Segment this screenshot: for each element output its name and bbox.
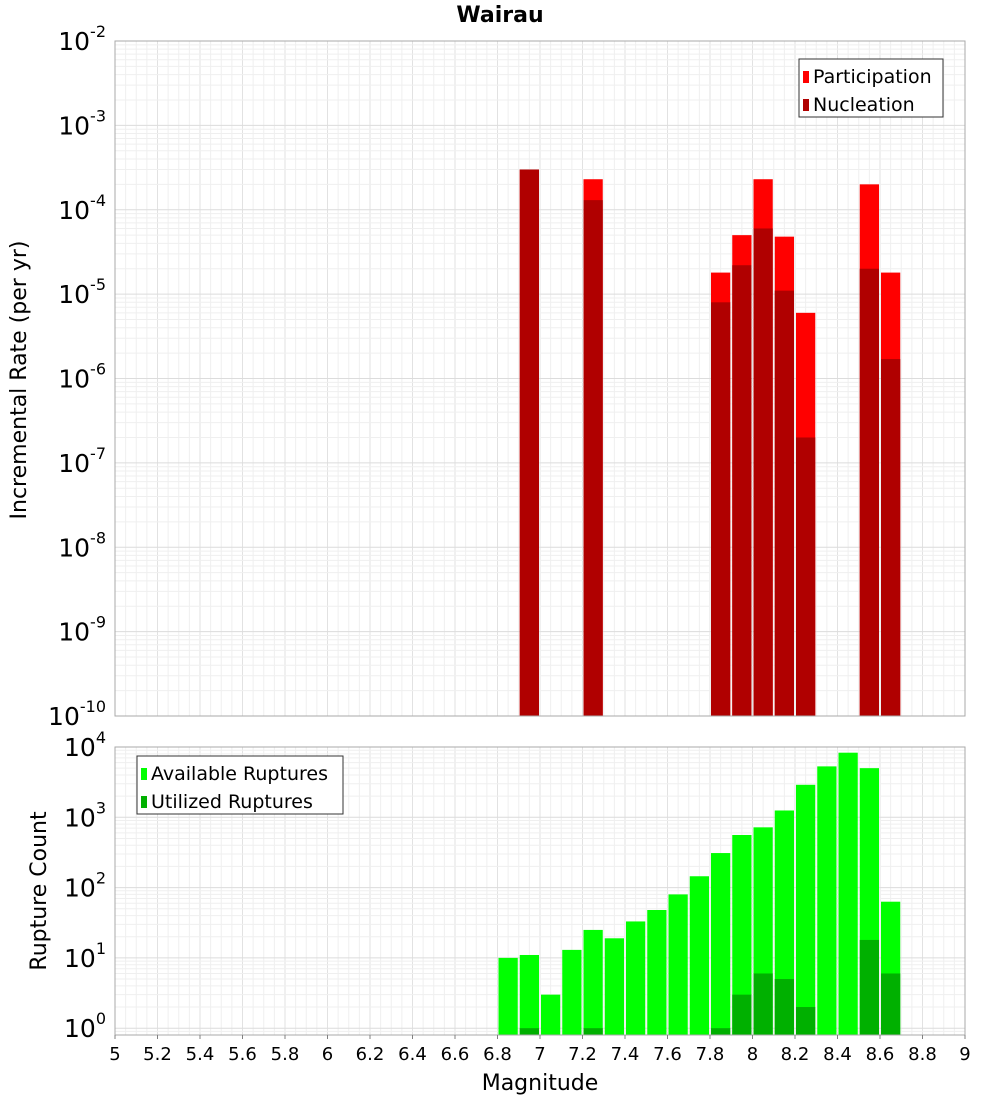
count-bar-a xyxy=(604,938,624,1035)
count-bar-a xyxy=(626,921,646,1035)
rate-y-axis-label: Incremental Rate (per yr) xyxy=(7,241,32,520)
y-tick-label: 103 xyxy=(64,798,106,832)
count-bar-a xyxy=(668,894,688,1035)
x-tick-label: 7.6 xyxy=(653,1044,682,1065)
y-tick-label: 10-6 xyxy=(58,360,106,394)
count-y-axis-label: Rupture Count xyxy=(27,811,52,971)
x-ticks: 5 5.2 5.4 5.6 5.8 6 6.2 6.4 6.6 6.8 7 7.2 7.4 7.6 7.8 8… xyxy=(109,1035,971,1065)
rate-bar-b xyxy=(711,302,731,716)
x-tick-label: 8.8 xyxy=(908,1044,937,1065)
rupture-count-panel: 100 101 102 103 104 5 5.2 5.4 5.6 5.8 6 6.2 6.4 6.6 6… xyxy=(27,728,971,1096)
count-bar-b xyxy=(881,973,901,1035)
count-bar-b xyxy=(859,939,879,1035)
x-tick-label: 7 xyxy=(534,1044,545,1065)
count-bar-a xyxy=(732,834,752,1035)
legend-box xyxy=(798,58,944,118)
rate-bar-b xyxy=(796,437,816,716)
x-tick-label: 5.4 xyxy=(186,1044,215,1065)
count-bar-a xyxy=(519,954,539,1035)
count-bar-b xyxy=(796,1007,816,1035)
x-tick-label: 6 xyxy=(322,1044,333,1065)
count-bar-a xyxy=(774,810,794,1035)
x-tick-label: 5 xyxy=(109,1044,120,1065)
x-tick-label: 7.2 xyxy=(568,1044,597,1065)
chart-title: Wairau xyxy=(456,3,543,28)
rate-bar-b xyxy=(859,268,879,716)
x-tick-label: 6.6 xyxy=(441,1044,470,1065)
y-tick-label: 10-8 xyxy=(58,528,106,562)
legend-swatch xyxy=(803,71,809,83)
y-tick-label: 10-9 xyxy=(58,613,106,647)
y-tick-label: 10-3 xyxy=(58,106,106,140)
y-tick-label: 10-2 xyxy=(58,22,106,56)
legend-label: Available Ruptures xyxy=(151,763,328,785)
y-tick-label: 10-7 xyxy=(58,444,106,478)
count-bar-a xyxy=(796,784,816,1035)
y-tick-label: 101 xyxy=(64,939,106,973)
rate-plot-border xyxy=(114,40,966,717)
rate-legend: Participation Nucleation xyxy=(798,58,944,118)
legend-swatch xyxy=(803,99,809,111)
count-bar-a xyxy=(498,957,518,1035)
count-bar-b xyxy=(732,994,752,1035)
count-bar-b xyxy=(774,979,794,1035)
rate-bar-b xyxy=(881,359,901,716)
legend-swatch xyxy=(141,768,147,780)
x-tick-label: 8 xyxy=(747,1044,758,1065)
y-tick-label: 102 xyxy=(64,869,106,903)
x-tick-label: 8.6 xyxy=(866,1044,895,1065)
y-tick-label: 104 xyxy=(64,728,106,762)
y-tick-label: 10-5 xyxy=(58,275,106,309)
legend-label: Participation xyxy=(813,66,932,88)
x-tick-label: 7.4 xyxy=(611,1044,640,1065)
x-tick-label: 5.2 xyxy=(143,1044,172,1065)
rate-bar-b xyxy=(774,290,794,716)
count-bar-b xyxy=(583,1028,603,1035)
count-bar-a xyxy=(583,929,603,1035)
x-tick-label: 8.2 xyxy=(781,1044,810,1065)
count-bar-a xyxy=(541,994,561,1035)
legend-label: Utilized Ruptures xyxy=(151,791,313,813)
x-tick-label: 6.8 xyxy=(483,1044,512,1065)
rate-grid xyxy=(114,40,966,717)
count-bar-a xyxy=(562,949,582,1035)
count-bar-a xyxy=(838,752,858,1035)
legend-box xyxy=(136,755,344,815)
x-tick-label: 6.4 xyxy=(398,1044,427,1065)
rate-y-ticks: 10-10 10-9 10-8 10-7 10-6 10-5 10-4 10-3 10-2 xyxy=(48,22,106,731)
rate-bar-b xyxy=(583,200,603,716)
count-bar-b xyxy=(711,1028,731,1035)
count-bar-b xyxy=(753,973,773,1035)
rate-bar-b xyxy=(519,169,539,716)
x-tick-label: 8.4 xyxy=(823,1044,852,1065)
y-tick-label: 100 xyxy=(64,1009,106,1043)
y-tick-label: 10-10 xyxy=(48,697,106,731)
rate-bar-b xyxy=(753,228,773,716)
x-tick-label: 5.8 xyxy=(271,1044,300,1065)
x-tick-label: 6.2 xyxy=(356,1044,385,1065)
count-bar-a xyxy=(711,853,731,1035)
count-bar-b xyxy=(519,1028,539,1035)
x-tick-label: 5.6 xyxy=(228,1044,257,1065)
count-bars xyxy=(498,752,901,1035)
x-tick-label: 7.8 xyxy=(696,1044,725,1065)
count-bar-a xyxy=(817,766,837,1035)
count-y-ticks: 100 101 102 103 104 xyxy=(64,728,106,1043)
count-bar-a xyxy=(647,910,667,1035)
x-axis-label: Magnitude xyxy=(482,1071,599,1096)
rate-bar-b xyxy=(732,265,752,716)
count-bar-a xyxy=(689,876,709,1035)
count-legend: Available Ruptures Utilized Ruptures xyxy=(136,755,344,815)
rate-panel: 10-10 10-9 10-8 10-7 10-6 10-5 10-4 10-3 10-2 In… xyxy=(7,22,966,731)
legend-label: Nucleation xyxy=(813,94,915,116)
rate-bars xyxy=(519,169,901,717)
y-tick-label: 10-4 xyxy=(58,191,106,225)
legend-swatch xyxy=(141,796,147,808)
x-tick-label: 9 xyxy=(959,1044,970,1065)
